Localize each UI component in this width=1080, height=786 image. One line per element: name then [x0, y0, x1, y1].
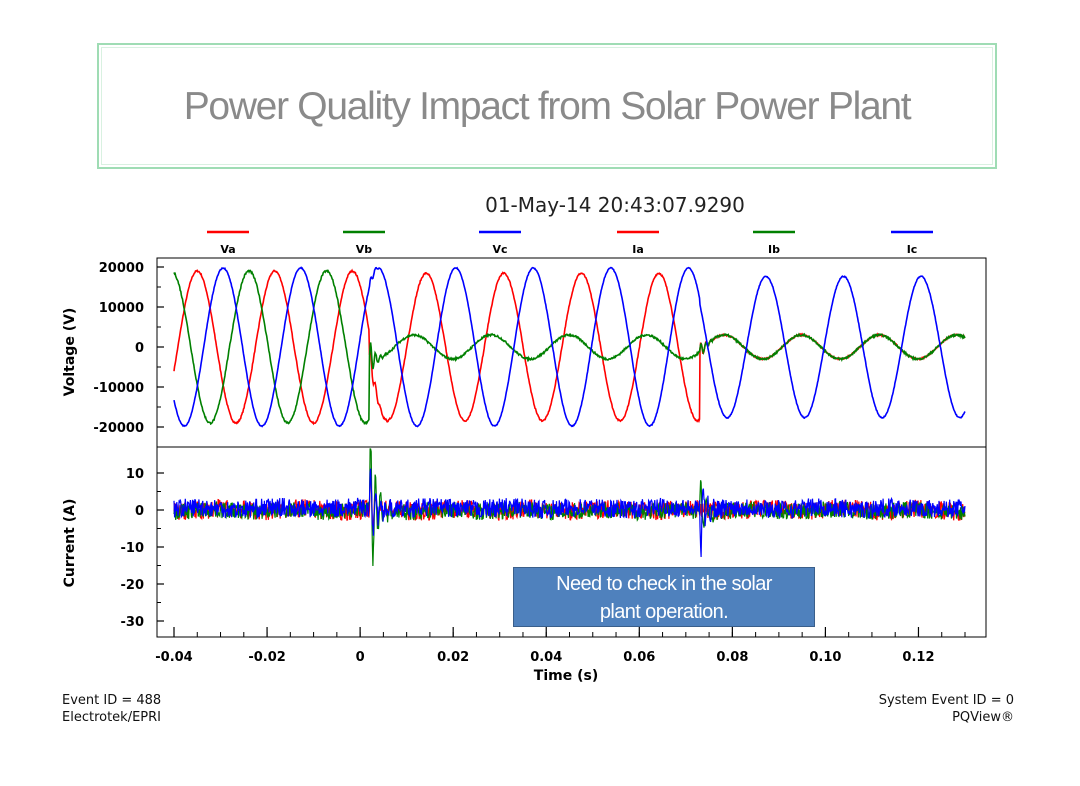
- current-panel-frame: [156, 446, 987, 638]
- current-plot: [173, 448, 966, 567]
- voltage-axis-label: Voltage (V): [62, 308, 78, 397]
- legend-label-ic: Ic: [907, 243, 918, 256]
- current-ytick-label: 10: [126, 467, 144, 482]
- xtick-label: 0.08: [716, 650, 748, 665]
- footer-left: Event ID = 488 Electrotek/EPRI: [62, 692, 161, 726]
- voltage-ytick-label: 20000: [99, 261, 144, 276]
- series-vb: [173, 269, 966, 426]
- voltage-ytick-label: 10000: [99, 301, 144, 316]
- voltage-ytick-label: 0: [135, 341, 144, 356]
- current-ytick-label: -20: [121, 578, 145, 593]
- annotation-line-1: Need to check in the solar: [556, 573, 772, 595]
- legend-label-ia: Ia: [632, 243, 644, 256]
- legend: Va Vb Vc Ia Ib Ic: [207, 230, 933, 256]
- chart-title: 01-May-14 20:43:07.9290: [485, 193, 745, 217]
- event-id: Event ID = 488: [62, 693, 162, 708]
- legend-label-vc: Vc: [492, 243, 507, 256]
- xtick-label: 0.06: [623, 650, 655, 665]
- legend-label-vb: Vb: [356, 243, 373, 256]
- source-label: Electrotek/EPRI: [62, 710, 162, 725]
- current-ytick-label: -30: [121, 615, 145, 630]
- system-event-id: System Event ID = 0: [878, 693, 1014, 708]
- legend-label-ib: Ib: [768, 243, 780, 256]
- title-box: Power Quality Impact from Solar Power Pl…: [97, 43, 997, 169]
- axes: [156, 257, 987, 638]
- voltage-plot: [173, 266, 966, 428]
- xtick-label: 0.10: [809, 650, 841, 665]
- annotation-box: Need to check in the solar plant operati…: [513, 567, 815, 627]
- product-label: PQView®: [952, 710, 1014, 725]
- legend-label-va: Va: [220, 243, 235, 256]
- xtick-label: 0.02: [437, 650, 469, 665]
- xtick-label: 0.04: [530, 650, 562, 665]
- xtick-label: -0.04: [155, 650, 192, 665]
- axis-labels: 20000 10000 0 -10000 -20000 10 0 -10 -20 -30 -0.04…: [62, 261, 935, 684]
- footer-right: System Event ID = 0 PQView®: [879, 692, 1014, 726]
- voltage-ytick-label: -10000: [93, 381, 144, 396]
- series-vc: [173, 266, 966, 428]
- annotation-line-2: plant operation.: [599, 601, 729, 623]
- xtick-label: 0: [356, 650, 365, 665]
- current-ytick-label: 0: [135, 504, 144, 519]
- current-ytick-label: -10: [121, 541, 145, 556]
- series-va: [173, 268, 966, 426]
- xtick-label: -0.02: [248, 650, 285, 665]
- xtick-label: 0.12: [902, 650, 934, 665]
- voltage-panel-frame: [156, 257, 987, 448]
- voltage-ytick-label: -20000: [93, 421, 144, 436]
- series-ic: [173, 468, 966, 558]
- current-axis-label: Current (A): [62, 499, 78, 588]
- x-axis-label: Time (s): [534, 668, 598, 684]
